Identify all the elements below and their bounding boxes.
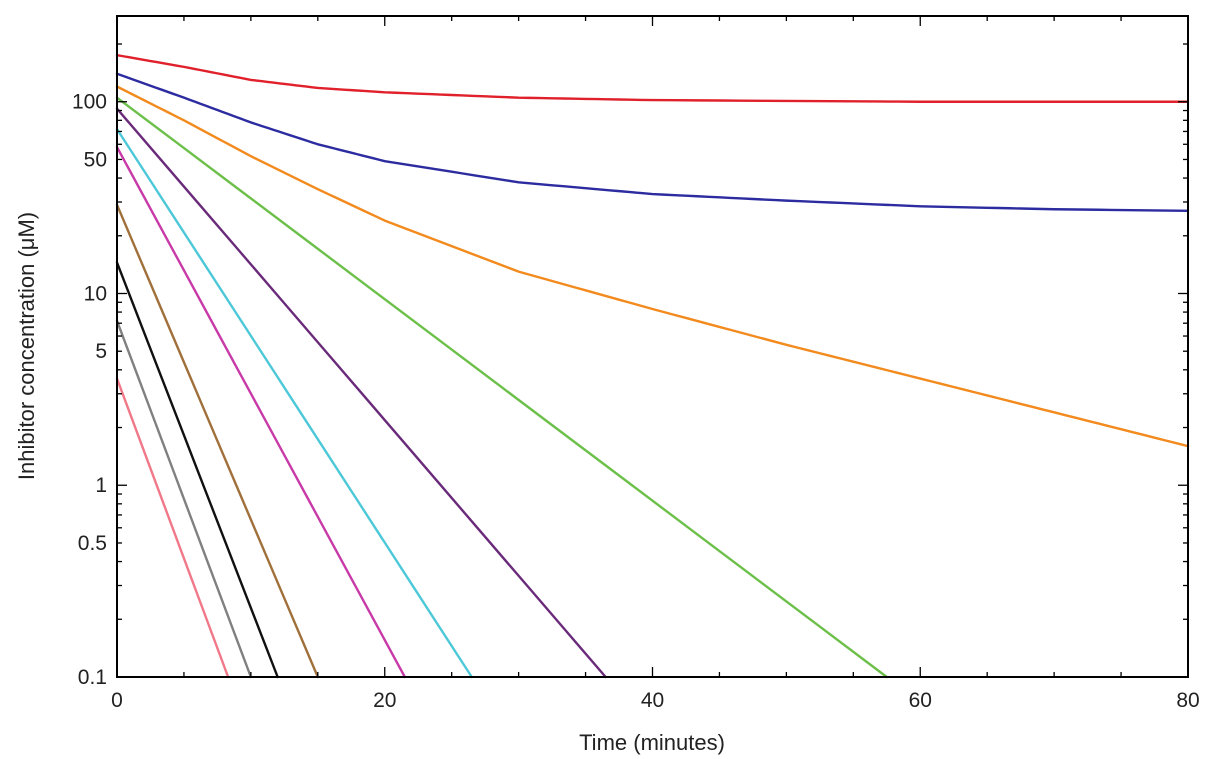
y-axis-title: Inhibitor concentration (μM)	[14, 212, 39, 480]
series-line-11	[115, 377, 230, 679]
series-line-6	[115, 127, 473, 679]
series-line-7	[115, 145, 407, 679]
series-line-10	[115, 319, 253, 679]
series-line-2	[115, 72, 1190, 212]
y-tick-label-1: 1	[95, 474, 107, 497]
series-line-3	[115, 85, 1190, 448]
y-tick-label-5: 5	[95, 340, 107, 363]
y-tick-label-10: 10	[84, 282, 107, 305]
x-tick-label-40: 40	[641, 689, 664, 712]
x-tick-label-20: 20	[373, 689, 396, 712]
series-line-8	[115, 203, 320, 679]
y-tick-label-0.1: 0.1	[78, 666, 107, 689]
ticks-layer: 0 20 40 60 80 0.1 0.5 1 5 10 50 100	[72, 16, 1200, 712]
series-line-9	[115, 261, 279, 679]
x-tick-label-0: 0	[111, 689, 123, 712]
x-axis-title: Time (minutes)	[579, 730, 725, 755]
x-tick-label-60: 60	[909, 689, 932, 712]
series-line-4	[115, 96, 888, 679]
y-tick-label-100: 100	[72, 91, 107, 114]
x-tick-label-80: 80	[1176, 689, 1199, 712]
y-tick-label-50: 50	[84, 148, 107, 171]
plot-frame	[116, 15, 1189, 678]
series-line-5	[115, 107, 607, 679]
y-tick-label-0.5: 0.5	[78, 532, 107, 555]
series-line-1	[115, 53, 1190, 103]
series-layer	[115, 53, 1190, 679]
